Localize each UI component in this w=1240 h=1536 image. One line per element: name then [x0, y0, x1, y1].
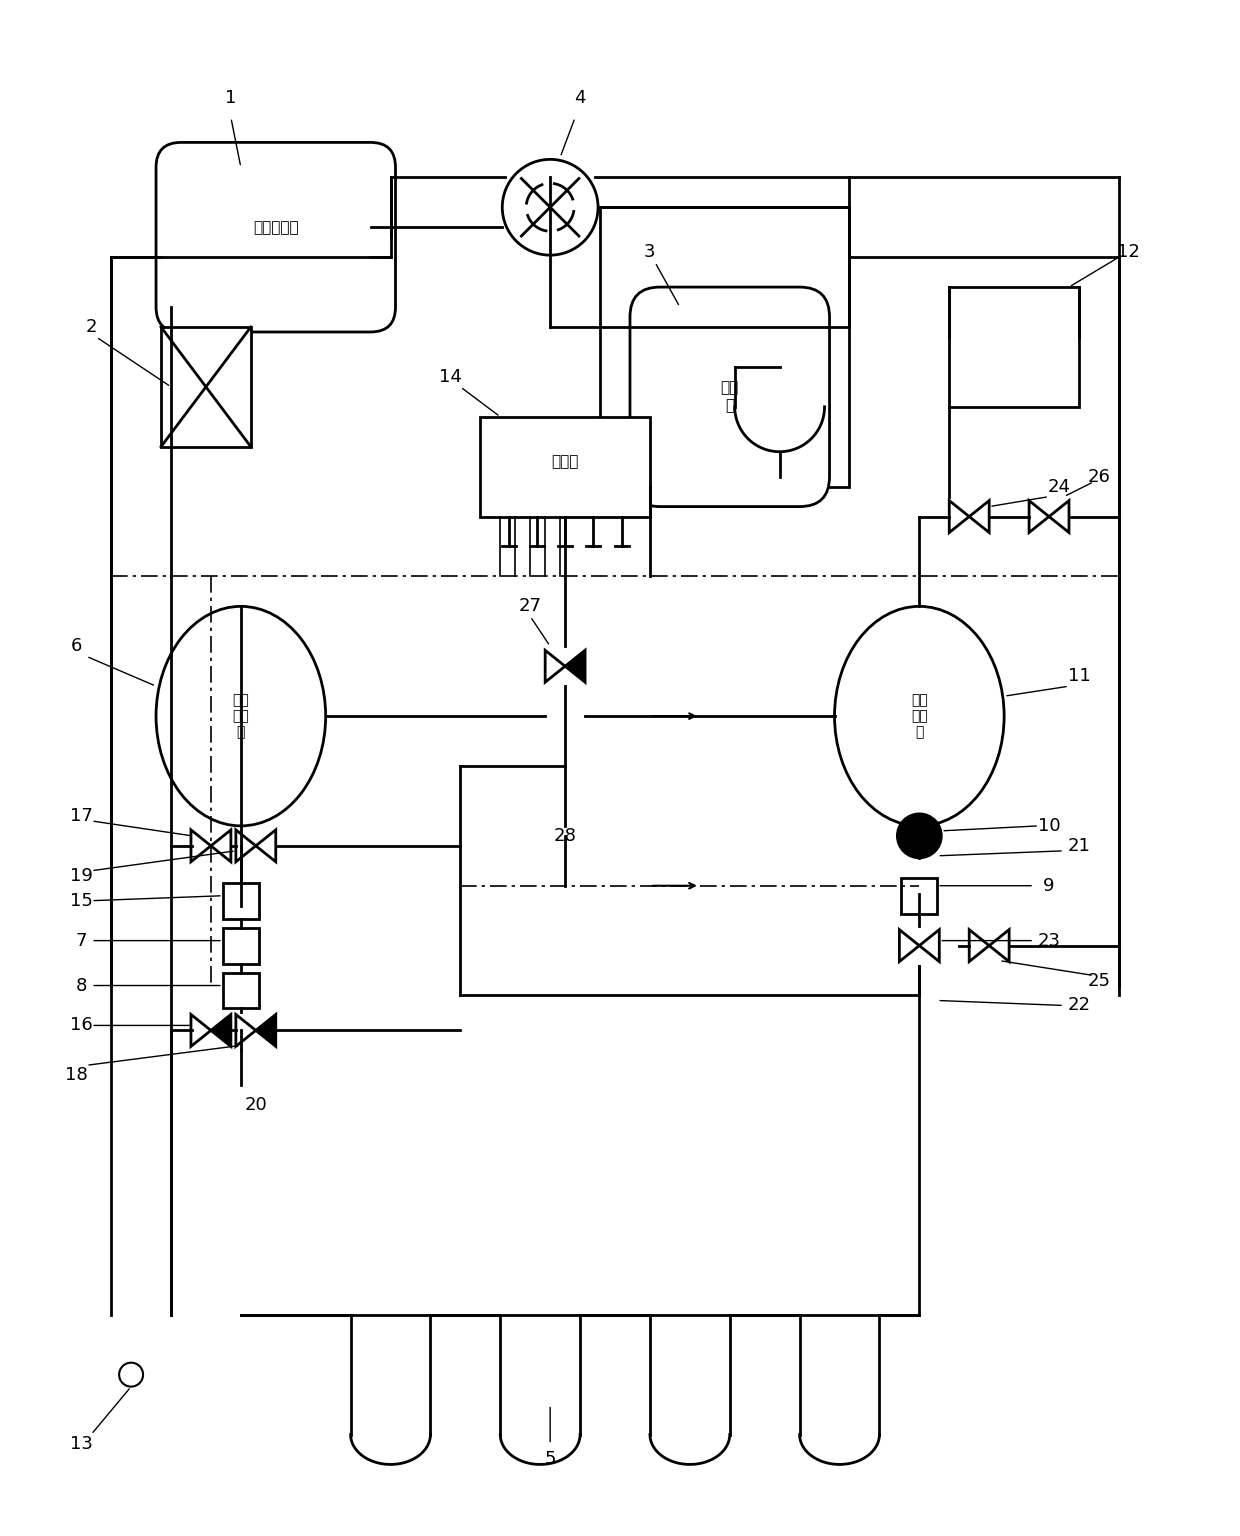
- Bar: [901, 877, 937, 914]
- Text: 10: 10: [1038, 817, 1060, 836]
- Text: 4: 4: [574, 89, 585, 106]
- Bar: [600, 207, 849, 487]
- Text: 27: 27: [518, 598, 542, 616]
- Polygon shape: [546, 650, 565, 682]
- Ellipse shape: [835, 607, 1004, 826]
- FancyBboxPatch shape: [630, 287, 830, 507]
- Polygon shape: [970, 501, 990, 533]
- Text: 低压
储液
器: 低压 储液 器: [232, 693, 249, 739]
- Bar: [223, 972, 259, 1009]
- Text: 1: 1: [226, 89, 237, 106]
- Text: 25: 25: [1087, 972, 1111, 989]
- Text: 低压
储气
器: 低压 储气 器: [911, 693, 928, 739]
- Text: 28: 28: [554, 826, 577, 845]
- FancyBboxPatch shape: [156, 143, 396, 332]
- Polygon shape: [236, 1014, 255, 1046]
- Polygon shape: [211, 829, 231, 862]
- Text: 3: 3: [645, 243, 656, 261]
- Text: 5: 5: [544, 1450, 556, 1468]
- Text: 地上换热器: 地上换热器: [253, 220, 299, 235]
- Circle shape: [502, 160, 598, 255]
- Text: 16: 16: [69, 1017, 93, 1034]
- Text: 23: 23: [1038, 932, 1060, 949]
- Text: 压缩
机: 压缩 机: [720, 381, 739, 413]
- Text: 26: 26: [1087, 467, 1110, 485]
- Text: 7: 7: [76, 932, 87, 949]
- Polygon shape: [1029, 501, 1049, 533]
- Bar: [223, 883, 259, 919]
- Text: 11: 11: [1068, 667, 1090, 685]
- Text: 15: 15: [69, 892, 93, 909]
- Polygon shape: [211, 1014, 231, 1046]
- Polygon shape: [950, 501, 970, 533]
- Bar: [161, 327, 250, 447]
- Text: 17: 17: [69, 806, 93, 825]
- Text: 6: 6: [71, 637, 82, 656]
- Bar: [950, 287, 1079, 407]
- Polygon shape: [255, 829, 275, 862]
- Polygon shape: [970, 929, 990, 962]
- Text: 控制器: 控制器: [552, 455, 579, 468]
- Polygon shape: [191, 1014, 211, 1046]
- Polygon shape: [990, 929, 1009, 962]
- Text: 20: 20: [244, 1097, 267, 1114]
- Polygon shape: [236, 829, 255, 862]
- Bar: [223, 928, 259, 963]
- Text: 14: 14: [439, 369, 461, 386]
- Text: 19: 19: [69, 866, 93, 885]
- Text: 12: 12: [1117, 243, 1141, 261]
- Polygon shape: [255, 1014, 275, 1046]
- Polygon shape: [565, 650, 585, 682]
- Text: 2: 2: [86, 318, 97, 336]
- Polygon shape: [899, 929, 919, 962]
- Polygon shape: [919, 929, 939, 962]
- Text: 21: 21: [1068, 837, 1090, 856]
- Text: 18: 18: [64, 1066, 88, 1084]
- Circle shape: [898, 814, 941, 857]
- Circle shape: [119, 1362, 143, 1387]
- Text: 22: 22: [1068, 997, 1090, 1014]
- Polygon shape: [191, 829, 211, 862]
- Text: 13: 13: [69, 1436, 93, 1453]
- Polygon shape: [1049, 501, 1069, 533]
- Bar: [480, 416, 650, 516]
- Text: 9: 9: [1043, 877, 1055, 895]
- Text: 8: 8: [76, 977, 87, 994]
- Ellipse shape: [156, 607, 326, 826]
- Text: 24: 24: [1048, 478, 1070, 496]
